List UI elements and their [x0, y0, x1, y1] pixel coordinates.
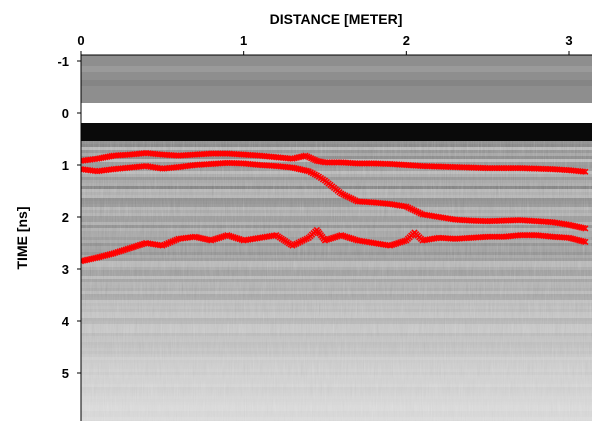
y-tick-label: 3 [62, 262, 69, 277]
picked-layer-3 [81, 226, 589, 265]
y-tick-label: 5 [62, 366, 69, 381]
data-point-marker [493, 164, 501, 172]
y-tick-label: 2 [62, 210, 69, 225]
data-point-marker [354, 160, 361, 167]
x-axis-ticks: 0 1 2 3 [77, 33, 573, 55]
data-point-marker [486, 233, 494, 240]
data-point-marker [207, 150, 215, 157]
y-tick-label: -1 [57, 54, 69, 69]
data-point-marker [484, 164, 491, 172]
data-point-marker [512, 164, 519, 172]
data-point-marker [491, 233, 498, 240]
y-tick-label: 0 [62, 106, 69, 121]
data-point-marker [505, 164, 512, 172]
data-point-marker [526, 232, 533, 239]
data-point-marker [500, 164, 508, 172]
data-point-marker [507, 164, 515, 172]
x-axis-title: DISTANCE [METER] [270, 11, 403, 27]
y-tick-label: 4 [62, 314, 70, 329]
data-point-marker [517, 232, 524, 239]
data-point-marker [582, 238, 589, 246]
data-point-marker [493, 233, 501, 240]
data-point-marker [328, 159, 336, 166]
data-point-marker [212, 150, 219, 157]
data-point-marker [510, 164, 517, 172]
data-point-marker [326, 159, 333, 166]
data-point-marker [363, 160, 370, 167]
data-point-marker [524, 232, 531, 239]
y-axis-title: TIME [ns] [14, 207, 30, 270]
data-point-marker [521, 232, 529, 239]
data-point-marker [528, 232, 535, 239]
x-tick-label: 0 [77, 33, 84, 48]
data-point-marker [356, 160, 364, 167]
data-point-marker [219, 150, 226, 157]
data-point-marker [498, 164, 505, 172]
data-point-marker [496, 164, 503, 172]
data-point-marker [333, 159, 340, 166]
data-point-marker [210, 150, 217, 157]
picked-layer-1 [81, 149, 589, 175]
data-point-marker [582, 225, 589, 232]
data-point-marker [503, 164, 510, 172]
data-point-marker [486, 164, 494, 172]
data-point-marker [321, 159, 329, 166]
picked-layers [81, 149, 589, 265]
data-point-marker [365, 160, 373, 167]
x-tick-label: 1 [240, 33, 247, 48]
data-point-marker [489, 233, 496, 240]
data-point-marker [361, 160, 368, 167]
x-tick-label: 2 [403, 33, 410, 48]
data-point-marker [496, 233, 503, 240]
data-point-marker [359, 160, 366, 167]
y-tick-label: 1 [62, 158, 69, 173]
data-point-marker [582, 168, 589, 175]
y-axis-ticks: -1 0 1 2 3 4 5 [57, 54, 81, 381]
data-point-marker [484, 233, 491, 240]
data-point-marker [491, 164, 498, 172]
data-point-marker [489, 164, 496, 172]
data-point-marker [217, 150, 224, 157]
data-point-marker [214, 150, 222, 157]
picked-layer-2 [81, 159, 589, 232]
x-tick-label: 3 [565, 33, 572, 48]
data-point-marker [331, 159, 338, 166]
data-point-marker [519, 232, 526, 239]
data-point-marker [324, 159, 331, 166]
